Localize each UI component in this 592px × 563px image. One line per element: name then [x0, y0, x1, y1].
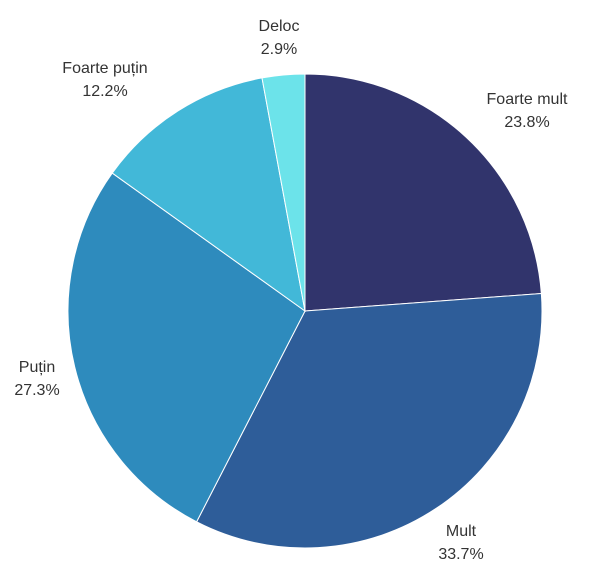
pie-slice-deloc [261, 73, 306, 312]
slice-label-foarte-mult: Foarte mult [487, 91, 568, 108]
slice-value-deloc: 2.9% [261, 41, 297, 58]
pie-slice-putin [67, 172, 306, 523]
pie-slice-foarte-putin [111, 77, 306, 313]
pie-labels: Foarte mult 23.8% Mult 33.7% Puțin 27.3% Foart… [14, 18, 568, 563]
slice-label-putin: Puțin [19, 359, 55, 376]
slice-value-foarte-putin: 12.2% [82, 83, 127, 100]
pie-slice-foarte-mult [304, 73, 542, 312]
pie-slices [67, 73, 543, 549]
slice-value-putin: 27.3% [14, 382, 59, 399]
slice-value-mult: 33.7% [438, 546, 483, 563]
slice-value-foarte-mult: 23.8% [504, 114, 549, 131]
slice-label-mult: Mult [446, 523, 477, 540]
slice-label-deloc: Deloc [259, 18, 300, 35]
slice-label-foarte-putin: Foarte puțin [62, 60, 147, 77]
pie-slice-mult [195, 292, 543, 549]
